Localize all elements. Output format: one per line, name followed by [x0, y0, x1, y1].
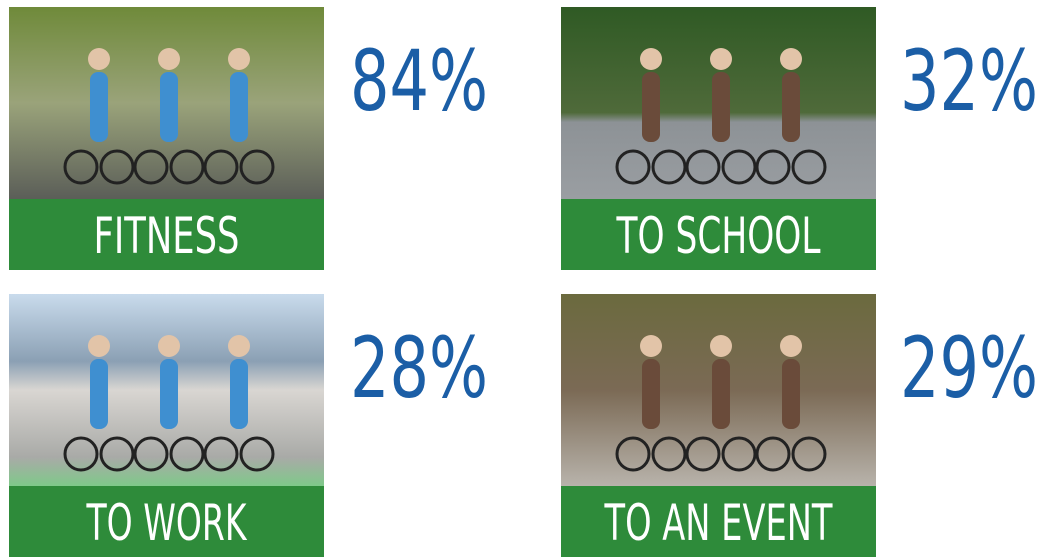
photo-detail: [782, 72, 800, 142]
percentage: 29%: [900, 319, 1038, 417]
panel-label: TO SCHOOL: [616, 207, 821, 265]
panel: FITNESS 84%: [9, 7, 488, 270]
photo-detail: [90, 359, 108, 429]
photo-detail: [710, 48, 732, 70]
percentage: 84%: [350, 32, 488, 130]
photo-detail: [158, 48, 180, 70]
panel: TO WORK 28%: [9, 294, 488, 557]
panel: TO AN EVENT 29%: [561, 294, 1038, 557]
photo-detail: [228, 335, 250, 357]
photo-detail: [712, 359, 730, 429]
photo-detail: [780, 335, 802, 357]
percentage: 28%: [350, 319, 488, 417]
infographic: FITNESS 84% TO SCHOOL 32% TO WORK 28% TO AN EV…: [0, 0, 1042, 558]
photo-detail: [160, 72, 178, 142]
photo-detail: [230, 72, 248, 142]
panel-label: TO AN EVENT: [604, 494, 833, 552]
photo-detail: [642, 72, 660, 142]
photo-detail: [90, 72, 108, 142]
panel-label: FITNESS: [94, 207, 240, 265]
photo-detail: [230, 359, 248, 429]
photo-detail: [782, 359, 800, 429]
photo-detail: [640, 335, 662, 357]
photo-detail: [640, 48, 662, 70]
photo-detail: [160, 359, 178, 429]
photo-detail: [158, 335, 180, 357]
photo-detail: [710, 335, 732, 357]
panel: TO SCHOOL 32%: [561, 7, 1038, 270]
panel-label: TO WORK: [86, 494, 247, 552]
photo-detail: [780, 48, 802, 70]
photo-detail: [712, 72, 730, 142]
photo-detail: [88, 48, 110, 70]
panels: FITNESS 84% TO SCHOOL 32% TO WORK 28% TO AN EV…: [9, 7, 1038, 557]
photo-detail: [228, 48, 250, 70]
photo-detail: [642, 359, 660, 429]
photo-detail: [88, 335, 110, 357]
percentage: 32%: [900, 32, 1038, 130]
